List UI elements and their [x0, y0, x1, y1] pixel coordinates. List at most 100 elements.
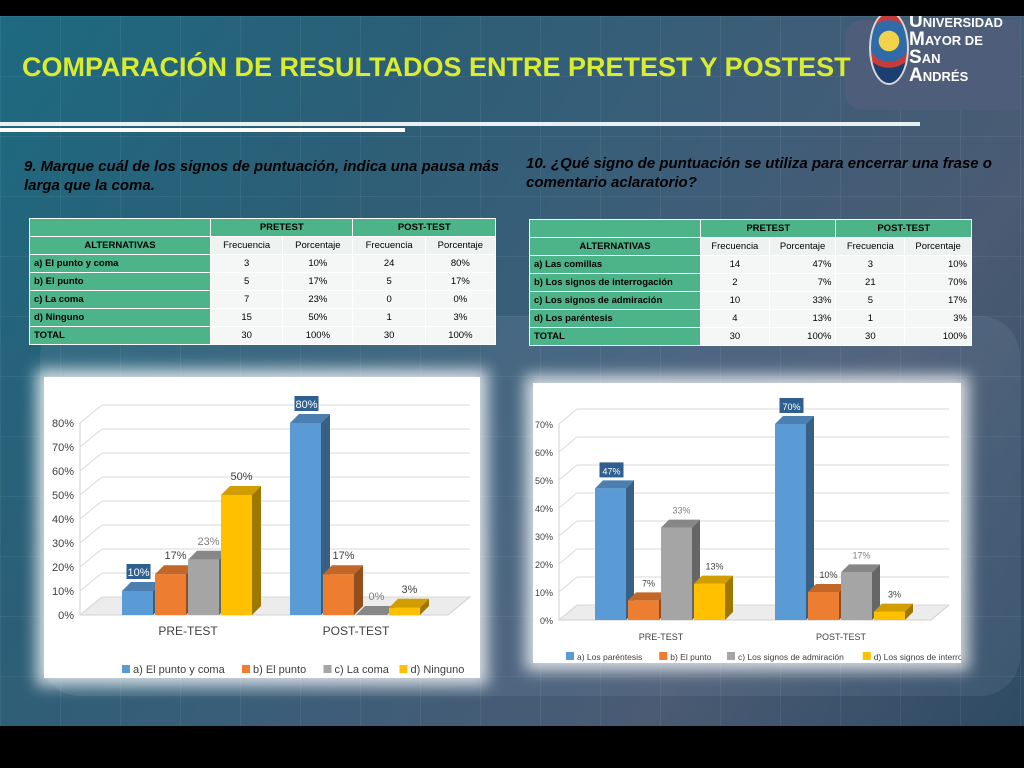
- bar-side: [252, 486, 261, 615]
- table-question-10: PRETEST POST-TEST ALTERNATIVAS Frecuenci…: [529, 219, 972, 346]
- gridline-side: [558, 604, 578, 621]
- table-header-row: PRETEST POST-TEST: [29, 218, 496, 237]
- bar: [808, 592, 839, 620]
- bar-top: [221, 486, 261, 495]
- y-tick-label: 40%: [52, 514, 74, 526]
- y-tick-label: 0%: [58, 610, 74, 622]
- legend-swatch: [727, 652, 735, 660]
- data-label: 50%: [230, 471, 252, 483]
- bar: [841, 572, 872, 620]
- table-total-row: TOTAL 30 100% 30 100%: [29, 326, 497, 345]
- table-row: a) Las comillas 14 47% 3 10%: [529, 255, 972, 274]
- table-row: b) Los signos de interrogación 2 7% 21 70%: [529, 273, 972, 292]
- title-divider: [0, 122, 920, 126]
- gridline-side: [79, 404, 103, 424]
- university-logo: UNIVERSIDAD MAYOR DE SAN ANDRÉS: [865, 16, 1005, 93]
- bar-side: [626, 480, 634, 620]
- x-category-label: PRE-TEST: [639, 632, 684, 642]
- legend-swatch: [242, 665, 250, 673]
- table-row: a) El punto y coma 3 10% 24 80%: [29, 254, 497, 273]
- table-total-row: TOTAL 30 100% 30 100%: [529, 327, 972, 346]
- data-label-box: [126, 564, 151, 579]
- university-seal-icon: [869, 16, 909, 85]
- y-tick-label: 20%: [535, 560, 553, 570]
- data-label: 10%: [127, 567, 149, 579]
- legend-label: b) El punto: [253, 664, 306, 676]
- data-label: 23%: [197, 536, 219, 548]
- bar: [874, 611, 905, 620]
- bar: [628, 600, 659, 620]
- legend-label: b) El punto: [670, 652, 711, 662]
- bar-top: [874, 603, 913, 612]
- legend-label: d) Ninguno: [411, 664, 465, 676]
- bar-side: [354, 565, 363, 615]
- bar-side: [725, 575, 733, 620]
- legend-label: a) Los paréntesis: [577, 652, 642, 662]
- y-tick-label: 70%: [535, 420, 553, 430]
- table-row: c) La coma 7 23% 0 0%: [29, 290, 497, 309]
- chart-question-10: 0% 10% 20% 30% 40% 50% 60% 70% 47% 7% 33% 13% PRE-TE…: [533, 383, 961, 663]
- bar-side: [872, 564, 880, 620]
- data-label-box: [599, 462, 624, 478]
- bottom-band: [0, 726, 1024, 768]
- bar-top: [661, 519, 700, 528]
- university-name: UNIVERSIDAD MAYOR DE SAN ANDRÉS: [909, 16, 1003, 86]
- table-row: c) Los signos de admiración 10 33% 5 17%: [529, 291, 972, 310]
- y-tick-label: 30%: [52, 538, 74, 550]
- table-header-row: PRETEST POST-TEST: [529, 219, 972, 238]
- bar: [389, 607, 420, 615]
- legend-swatch: [122, 665, 130, 673]
- gridline-side: [79, 524, 103, 544]
- y-tick-label: 50%: [535, 476, 553, 486]
- gridline-side: [79, 596, 103, 616]
- y-tick-label: 70%: [52, 442, 74, 454]
- legend-label: a) El punto y coma: [133, 664, 226, 676]
- bar: [221, 495, 252, 615]
- gridline-side: [79, 548, 103, 568]
- chart-question-9: 0% 10% 20% 30% 40% 50% 60% 70% 80% 10% 17% 23% 50% PR…: [44, 377, 480, 678]
- bar-side: [905, 603, 913, 620]
- data-label: 13%: [705, 562, 723, 572]
- table-row: b) El punto 5 17% 5 17%: [29, 272, 497, 291]
- bar: [323, 574, 354, 615]
- question-10: 10. ¿Qué signo de puntuación se utiliza …: [526, 155, 992, 191]
- legend-label: c) La coma: [335, 664, 390, 676]
- gridline-side: [558, 464, 578, 481]
- bar-top: [808, 584, 847, 592]
- y-tick-label: 30%: [535, 532, 553, 542]
- gridline-side: [79, 500, 103, 520]
- y-tick-label: 0%: [540, 616, 553, 626]
- table-row: d) Los paréntesis 4 13% 1 3%: [529, 309, 972, 328]
- y-tick-label: 40%: [535, 504, 553, 514]
- chart-question-10-svg: 0% 10% 20% 30% 40% 50% 60% 70% 47% 7% 33% 13% PRE-TE…: [535, 398, 961, 662]
- data-label: 10%: [819, 570, 837, 580]
- data-label-box: [779, 398, 804, 413]
- y-tick-label: 10%: [535, 588, 553, 598]
- bar-top: [122, 582, 162, 591]
- legend-swatch: [862, 652, 871, 660]
- bar-top: [595, 480, 634, 489]
- table-question-9: PRETEST POST-TEST ALTERNATIVAS Frecuenci…: [29, 218, 497, 345]
- bar-top: [155, 565, 195, 575]
- data-label: 47%: [602, 466, 620, 476]
- bar-top: [188, 550, 228, 560]
- bar-top: [628, 592, 667, 601]
- legend-label: c) Los signos de admiración: [738, 652, 844, 662]
- x-category-label: POST-TEST: [323, 624, 390, 638]
- gridline-side: [558, 436, 578, 453]
- gridline-side: [558, 548, 578, 565]
- y-tick-label: 60%: [52, 466, 74, 478]
- legend-swatch: [659, 652, 668, 660]
- bar-top: [775, 416, 814, 424]
- bar: [661, 527, 692, 620]
- y-tick-label: 20%: [52, 562, 74, 574]
- bar: [694, 583, 725, 620]
- bar-top: [323, 565, 363, 575]
- data-label: 7%: [642, 578, 655, 588]
- slide-title: COMPARACIÓN DE RESULTADOS ENTRE PRETEST …: [22, 52, 851, 82]
- y-tick-label: 50%: [52, 490, 74, 502]
- gridline-side: [558, 576, 578, 593]
- gridline-side: [79, 452, 103, 472]
- data-label: 17%: [164, 550, 186, 562]
- data-label-box: [294, 396, 319, 411]
